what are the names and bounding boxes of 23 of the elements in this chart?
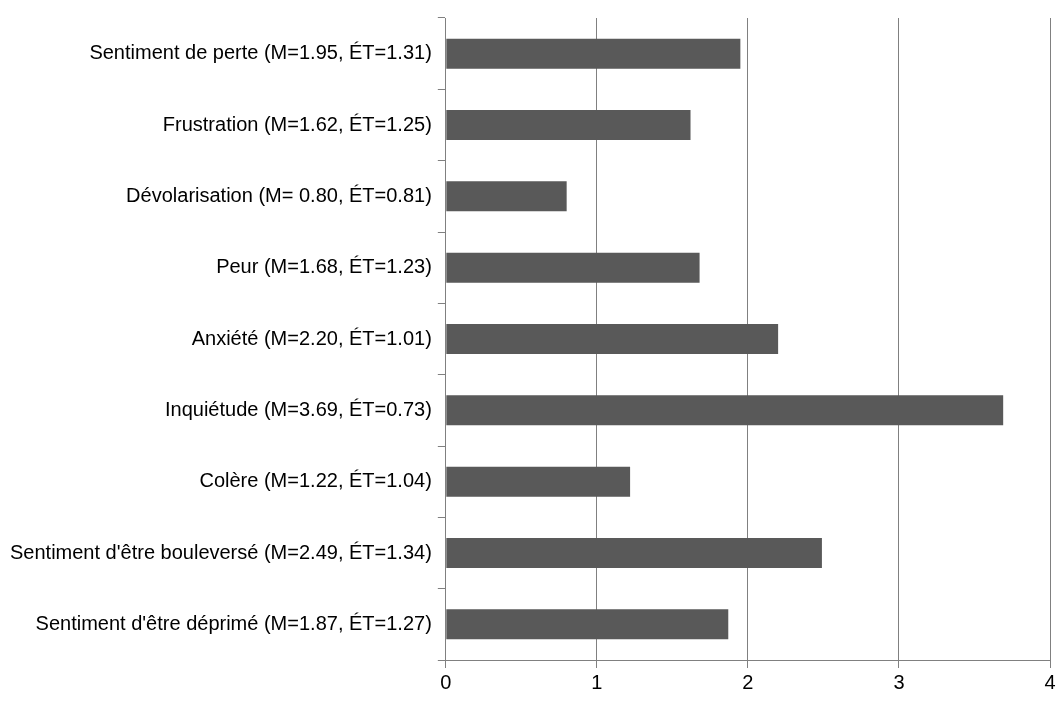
bar <box>446 181 567 212</box>
y-tick-label: Frustration (M=1.62, ÉT=1.25) <box>162 112 432 135</box>
y-tick-label: Sentiment d'être déprimé (M=1.87, ÉT=1.27) <box>35 611 432 634</box>
x-tick-label: 3 <box>893 670 905 693</box>
y-tick-label: Inquiétude (M=3.69, ÉT=0.73) <box>164 397 432 420</box>
bar <box>446 538 822 568</box>
bar <box>446 38 741 69</box>
bar <box>446 466 631 497</box>
y-tick-label: Anxiété (M=2.20, ÉT=1.01) <box>191 326 432 349</box>
bar <box>446 395 1004 426</box>
x-tick-label: 4 <box>1044 670 1056 693</box>
y-tick-label: Colère (M=1.22, ÉT=1.04) <box>199 469 432 492</box>
x-tick-label: 2 <box>742 670 754 693</box>
x-tick-label: 0 <box>440 670 452 693</box>
y-tick-label: Peur (M=1.68, ÉT=1.23) <box>216 255 432 278</box>
bar <box>446 110 691 140</box>
x-tick-label: 1 <box>591 670 603 693</box>
bar <box>446 324 779 354</box>
y-tick-label: Dévolarisation (M= 0.80, ÉT=0.81) <box>126 183 432 206</box>
bar <box>446 609 729 640</box>
bar <box>446 252 700 283</box>
y-tick-label: Sentiment d'être bouleversé (M=2.49, ÉT=1.34) <box>10 540 432 563</box>
y-tick-label: Sentiment de perte (M=1.95, ÉT=1.31) <box>89 41 432 64</box>
